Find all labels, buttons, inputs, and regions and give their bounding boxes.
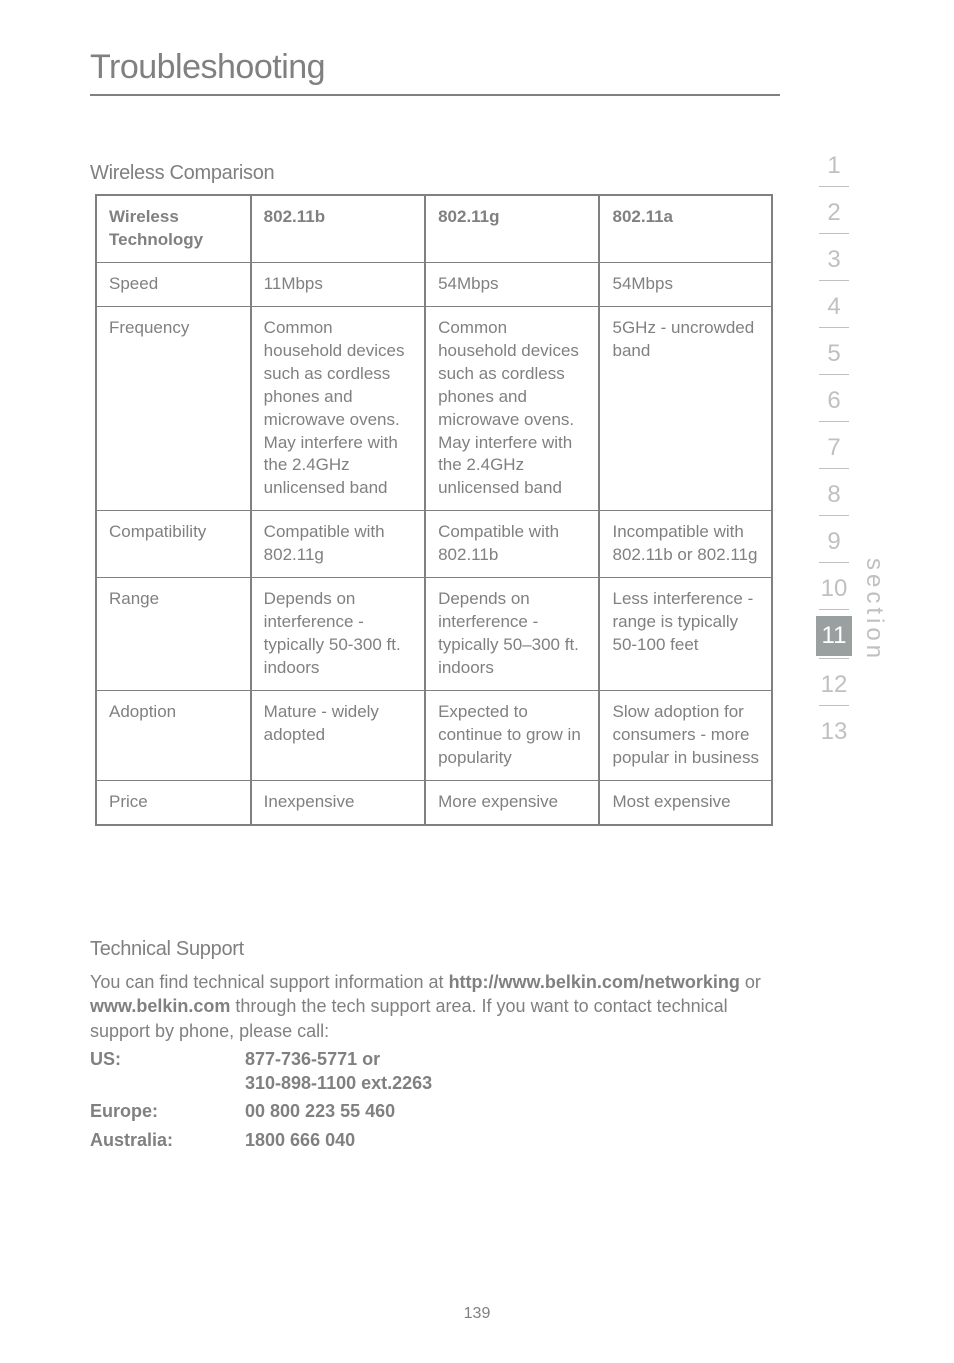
cell: 5GHz - uncrowded band (599, 306, 772, 511)
contact-label: Australia: (90, 1128, 245, 1152)
nav-item-6[interactable]: 6 (816, 375, 852, 421)
col-header-g: 802.11g (425, 195, 599, 262)
page-number: 139 (464, 1305, 491, 1323)
nav-item-1[interactable]: 1 (816, 140, 852, 186)
section-label: section (860, 558, 888, 662)
contact-label: Europe: (90, 1099, 245, 1123)
contact-value: 877-736-5771 or 310-898-1100 ext.2263 (245, 1047, 432, 1096)
nav-item-13[interactable]: 13 (816, 706, 852, 752)
table-row: Frequency Common household devices such … (96, 306, 772, 511)
support-link: http://www.belkin.com/networking (449, 972, 740, 992)
nav-divider (819, 609, 849, 610)
support-text: or (740, 972, 761, 992)
nav-item-12[interactable]: 12 (816, 659, 852, 705)
cell: Incompatible with 802.11b or 802.11g (599, 511, 772, 578)
table-row: Adoption Mature - widely adopted Expecte… (96, 690, 772, 780)
table-row: Compatibility Compatible with 802.11g Co… (96, 511, 772, 578)
row-label: Speed (96, 262, 251, 306)
row-label: Compatibility (96, 511, 251, 578)
heading-technical-support: Technical Support (90, 938, 244, 961)
row-label: Frequency (96, 306, 251, 511)
col-header-a: 802.11a (599, 195, 772, 262)
cell: Inexpensive (251, 780, 425, 824)
cell: Compatible with 802.11g (251, 511, 425, 578)
section-nav-sidebar: 12345678910111213 section (814, 140, 894, 752)
cell: Most expensive (599, 780, 772, 824)
cell: Slow adoption for consumers - more popul… (599, 690, 772, 780)
cell: Expected to continue to grow in populari… (425, 690, 599, 780)
contact-label: US: (90, 1047, 245, 1096)
cell: Common household devices such as cordles… (425, 306, 599, 511)
contact-row-us: US: 877-736-5771 or 310-898-1100 ext.226… (90, 1047, 770, 1096)
col-header-b: 802.11b (251, 195, 425, 262)
contact-value: 1800 666 040 (245, 1128, 355, 1152)
cell: Common household devices such as cordles… (251, 306, 425, 511)
nav-item-11[interactable]: 11 (816, 616, 852, 656)
cell: 54Mbps (599, 262, 772, 306)
wireless-comparison-table: Wireless Technology 802.11b 802.11g 802.… (95, 194, 773, 826)
cell: 11Mbps (251, 262, 425, 306)
row-label: Price (96, 780, 251, 824)
heading-wireless-comparison: Wireless Comparison (90, 162, 274, 185)
support-intro: You can find technical support informati… (90, 970, 770, 1043)
table-header-row: Wireless Technology 802.11b 802.11g 802.… (96, 195, 772, 262)
contact-row-australia: Australia: 1800 666 040 (90, 1128, 770, 1152)
cell: 54Mbps (425, 262, 599, 306)
cell: Mature - widely adopted (251, 690, 425, 780)
nav-item-2[interactable]: 2 (816, 187, 852, 233)
contact-row-europe: Europe: 00 800 223 55 460 (90, 1099, 770, 1123)
nav-item-9[interactable]: 9 (816, 516, 852, 562)
col-header-tech: Wireless Technology (96, 195, 251, 262)
technical-support-body: You can find technical support informati… (90, 970, 770, 1152)
support-text: You can find technical support informati… (90, 972, 449, 992)
support-link: www.belkin.com (90, 996, 230, 1016)
cell: Depends on interference - typically 50-3… (251, 578, 425, 691)
title-underline (90, 94, 780, 96)
contact-value: 00 800 223 55 460 (245, 1099, 395, 1123)
cell: More expensive (425, 780, 599, 824)
table-row: Speed 11Mbps 54Mbps 54Mbps (96, 262, 772, 306)
nav-item-5[interactable]: 5 (816, 328, 852, 374)
row-label: Adoption (96, 690, 251, 780)
nav-item-8[interactable]: 8 (816, 469, 852, 515)
cell: Compatible with 802.11b (425, 511, 599, 578)
row-label: Range (96, 578, 251, 691)
table-row: Price Inexpensive More expensive Most ex… (96, 780, 772, 824)
cell: Less interference - range is typically 5… (599, 578, 772, 691)
nav-item-3[interactable]: 3 (816, 234, 852, 280)
nav-item-10[interactable]: 10 (816, 563, 852, 609)
table-row: Range Depends on interference - typicall… (96, 578, 772, 691)
page-title: Troubleshooting (90, 48, 325, 87)
cell: Depends on interference - typically 50–3… (425, 578, 599, 691)
nav-item-4[interactable]: 4 (816, 281, 852, 327)
nav-item-7[interactable]: 7 (816, 422, 852, 468)
nav-number-list: 12345678910111213 (814, 140, 854, 752)
